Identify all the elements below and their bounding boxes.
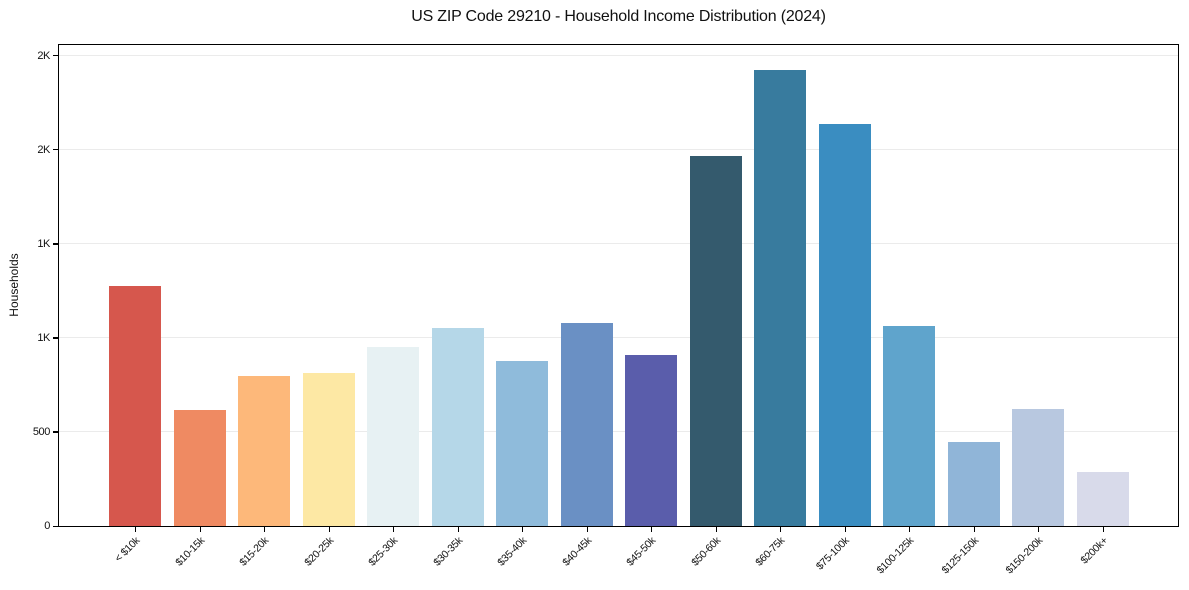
y-tick-label: 2K — [37, 143, 50, 156]
x-tick-mark — [457, 526, 459, 532]
x-tick-mark — [586, 526, 588, 532]
x-tick-mark — [651, 526, 653, 532]
bar — [302, 372, 355, 526]
gridline — [59, 148, 1178, 150]
bar — [754, 69, 806, 526]
y-tick-label: 500 — [32, 425, 51, 438]
x-tick-label-text: $35-40k — [495, 534, 530, 569]
x-tick-mark — [264, 526, 266, 532]
x-tick-label-text: < $10k — [112, 534, 143, 565]
bar — [625, 354, 677, 526]
x-tick-label-text: $45-50k — [624, 534, 659, 569]
x-tick-mark — [973, 526, 975, 532]
x-tick-label-text: $100-125k — [874, 534, 917, 577]
x-tick-label-text: $15-20k — [237, 534, 272, 569]
x-tick-label-text: $20-25k — [301, 534, 336, 569]
x-tick-mark — [780, 526, 782, 532]
bar — [431, 328, 484, 526]
x-tick-mark — [522, 526, 524, 532]
bar — [689, 156, 742, 526]
bar — [818, 124, 871, 526]
x-tick-label-text: $10-15k — [172, 534, 207, 569]
bar — [1012, 409, 1064, 526]
y-tick-label: 1K — [37, 237, 50, 250]
y-tick-mark — [53, 149, 58, 151]
gridline — [59, 430, 1178, 432]
y-tick-mark — [53, 55, 58, 57]
y-axis-title: Households — [7, 253, 21, 317]
x-tick-mark — [909, 526, 911, 532]
bar — [109, 286, 161, 526]
x-tick-mark — [135, 526, 137, 532]
x-tick-mark — [715, 526, 717, 532]
bar — [1076, 472, 1129, 526]
plot-area — [58, 44, 1179, 527]
x-tick-mark — [844, 526, 846, 532]
y-tick-mark — [53, 337, 58, 339]
x-tick-mark — [393, 526, 395, 532]
x-tick-label-text: $50-60k — [688, 534, 723, 569]
y-tick-mark — [53, 525, 58, 527]
gridline — [59, 242, 1178, 244]
bar — [496, 361, 548, 526]
bar — [173, 410, 226, 526]
x-tick-label-text: $30-35k — [430, 534, 465, 569]
y-tick-mark — [53, 243, 58, 245]
x-tick-label-text: $75-100k — [813, 534, 852, 573]
y-tick-label: 1K — [37, 331, 50, 344]
x-tick-label-text: $40-45k — [559, 534, 594, 569]
x-tick-label-text: $25-30k — [366, 534, 401, 569]
x-tick-mark — [1102, 526, 1104, 532]
x-tick-mark — [199, 526, 201, 532]
bar — [883, 325, 935, 526]
x-tick-label-text: $150-200k — [1003, 534, 1046, 577]
x-tick-mark — [1038, 526, 1040, 532]
bar — [560, 322, 613, 526]
bar — [238, 376, 290, 526]
x-tick-mark — [328, 526, 330, 532]
gridline — [59, 336, 1178, 338]
y-tick-mark — [53, 431, 58, 433]
y-tick-label: 0 — [44, 520, 50, 532]
y-tick-label: 2K — [37, 49, 50, 62]
bar — [367, 347, 419, 526]
x-tick-label-text: $200k+ — [1077, 534, 1110, 567]
x-tick-label-text: $60-75k — [753, 534, 788, 569]
chart-title: US ZIP Code 29210 - Household Income Dis… — [411, 8, 826, 25]
bar — [947, 442, 1000, 526]
gridline — [59, 54, 1178, 56]
x-tick-label-text: $125-150k — [939, 534, 981, 577]
